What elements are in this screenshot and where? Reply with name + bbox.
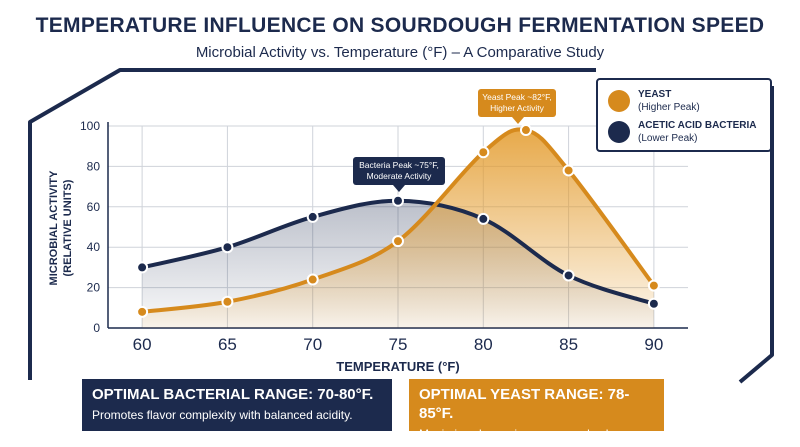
x-tick-label: 80 xyxy=(474,335,493,354)
bacteria-peak-label-2: Moderate Activity xyxy=(367,171,432,181)
legend-item-yeast: YEAST (Higher Peak) xyxy=(608,88,700,114)
x-tick-label: 65 xyxy=(218,335,237,354)
yeast-point xyxy=(392,235,404,248)
bacterial-range-heading: OPTIMAL BACTERIAL RANGE: 70-80°F. xyxy=(92,386,374,403)
yeast-range-text: Maximizes leavening power and volume. xyxy=(419,427,636,441)
legend: YEAST (Higher Peak) ACETIC ACID BACTERIA… xyxy=(596,78,772,152)
yeast-peak-callout: Yeast Peak ~82°F, Higher Activity xyxy=(478,89,556,124)
legend-swatch-yeast xyxy=(608,90,630,112)
bacteria-peak-callout: Bacteria Peak ~75°F, Moderate Activity xyxy=(353,157,445,192)
yeast-point xyxy=(519,124,532,137)
bacteria-point xyxy=(221,241,234,254)
bacteria-point xyxy=(136,261,149,274)
yeast-point xyxy=(136,305,149,318)
yeast-area xyxy=(142,129,654,328)
yeast-peak-label-1: Yeast Peak ~82°F, xyxy=(482,92,551,102)
yeast-point xyxy=(647,279,660,292)
legend-sublabel-bacteria: (Lower Peak) xyxy=(638,133,698,144)
bacteria-point xyxy=(306,210,319,223)
chart-frame xyxy=(28,68,774,384)
x-tick-label: 90 xyxy=(644,335,663,354)
x-tick-label: 70 xyxy=(303,335,322,354)
x-axis-title: TEMPERATURE (°F) xyxy=(336,359,459,374)
y-tick-label: 80 xyxy=(87,159,101,173)
data-points xyxy=(136,124,660,318)
yeast-range-heading: OPTIMAL YEAST RANGE: 78-85°F. xyxy=(419,386,630,422)
legend-swatch-bacteria xyxy=(608,121,630,143)
bacteria-point xyxy=(477,212,490,225)
legend-label-yeast: YEAST xyxy=(638,89,672,100)
bacteria-point xyxy=(647,297,660,310)
y-axis-title-line1: MICROBIAL ACTIVITY xyxy=(48,170,60,286)
y-tick-label: 60 xyxy=(87,200,101,214)
legend-sublabel-yeast: (Higher Peak) xyxy=(638,102,700,113)
yeast-peak-label-2: Higher Activity xyxy=(490,103,545,113)
y-tick-label: 20 xyxy=(87,281,101,295)
legend-item-bacteria: ACETIC ACID BACTERIA (Lower Peak) xyxy=(608,119,757,145)
bacteria-peak-label-1: Bacteria Peak ~75°F, xyxy=(359,160,439,170)
bacterial-range-banner: OPTIMAL BACTERIAL RANGE: 70-80°F. Promot… xyxy=(82,379,392,431)
y-axis-title-line2: (RELATIVE UNITS) xyxy=(62,179,74,276)
yeast-point xyxy=(477,146,490,159)
chart-title: TEMPERATURE INFLUENCE ON SOURDOUGH FERME… xyxy=(35,14,765,37)
yeast-range-banner: OPTIMAL YEAST RANGE: 78-85°F. Maximizes … xyxy=(409,379,664,441)
legend-label-bacteria: ACETIC ACID BACTERIA xyxy=(638,120,757,131)
tick-labels: 0 20 40 60 80 100 60 65 70 75 80 85 90 xyxy=(80,119,663,354)
yeast-point xyxy=(562,164,575,177)
x-tick-label: 60 xyxy=(133,335,152,354)
bacterial-range-text: Promotes flavor complexity with balanced… xyxy=(92,408,353,422)
chart-subtitle: Microbial Activity vs. Temperature (°F) … xyxy=(195,44,605,61)
bacteria-point xyxy=(392,194,404,207)
x-tick-label: 75 xyxy=(389,335,408,354)
y-tick-label: 0 xyxy=(93,321,100,335)
bacteria-point xyxy=(562,269,575,282)
y-tick-label: 100 xyxy=(80,119,100,133)
x-tick-label: 85 xyxy=(559,335,578,354)
yeast-point xyxy=(221,295,234,308)
y-tick-label: 40 xyxy=(87,240,101,254)
yeast-point xyxy=(306,273,319,286)
